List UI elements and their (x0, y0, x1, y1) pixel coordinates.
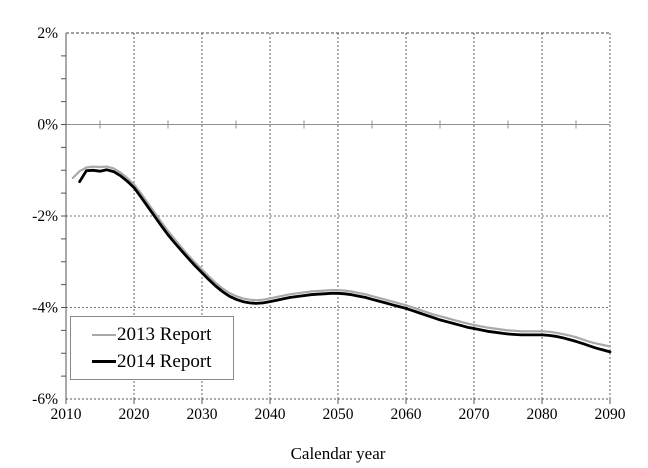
legend-item-2014-report: 2014 Report (92, 352, 233, 371)
y-tick-label--4: -4% (32, 300, 58, 317)
y-tick-label-0: 0% (37, 117, 58, 134)
x-axis-label: Calendar year (290, 444, 386, 463)
legend-line-marker-2013 (92, 333, 116, 336)
x-tick-label-2070: 2070 (459, 406, 490, 423)
legend-label-2014: 2014 Report (117, 351, 212, 372)
x-tick-label-2050: 2050 (323, 406, 354, 423)
legend: 2013 Report 2014 Report (70, 316, 234, 380)
x-tick-label-2010: 2010 (51, 406, 82, 423)
x-tick-label-2040: 2040 (255, 406, 286, 423)
series-line-2013-report (71, 165, 612, 348)
x-tick-label-2030: 2030 (187, 406, 218, 423)
x-tick-label-2060: 2060 (391, 406, 422, 423)
legend-line-marker-2014 (92, 360, 116, 363)
x-tick-label-2020: 2020 (119, 406, 150, 423)
legend-item-2013-report: 2013 Report (92, 325, 233, 344)
y-tick-label--2: -2% (32, 208, 58, 225)
y-tick-label--6: -6% (32, 391, 58, 408)
x-tick-label-2090: 2090 (595, 406, 626, 423)
y-tick-label-2: 2% (37, 25, 58, 42)
x-tick-label-2080: 2080 (527, 406, 558, 423)
series-line-2014-report (78, 168, 612, 354)
legend-label-2013: 2013 Report (117, 324, 212, 345)
